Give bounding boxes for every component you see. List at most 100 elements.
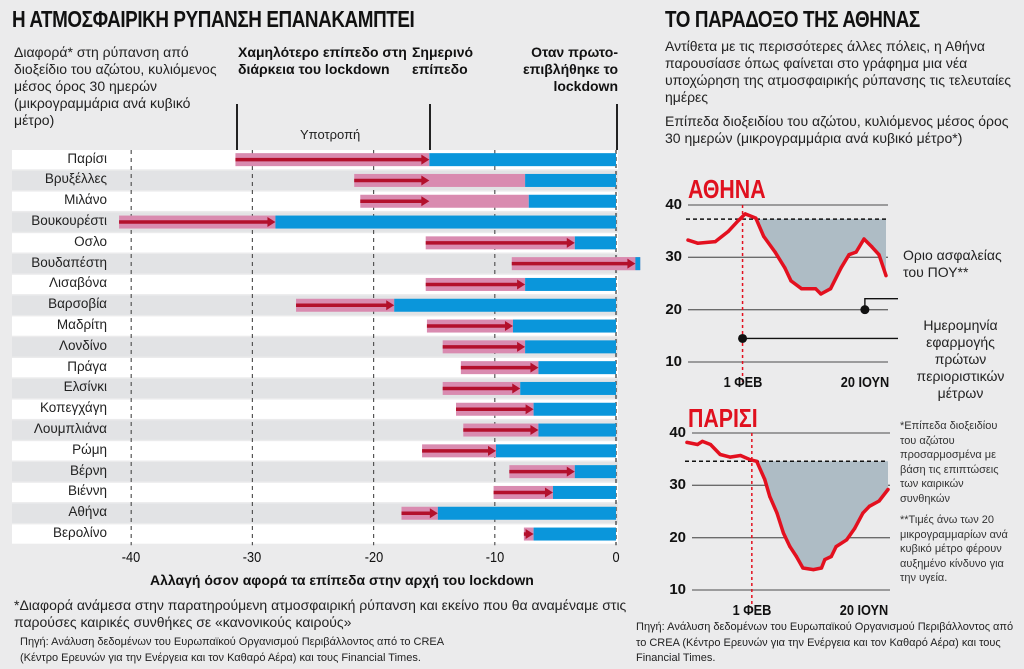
data-point <box>854 250 858 254</box>
current-level-bar <box>437 506 616 520</box>
who-limit-note: Οριο ασφαλείας του ΠΟΥ** <box>903 247 1002 280</box>
relapse-arrow-head <box>421 175 430 186</box>
data-point <box>819 292 823 296</box>
x-tick-label: -20 <box>364 549 383 566</box>
left-intro: Διαφορά* στη ρύπανση από διοξείδιο του α… <box>14 44 217 128</box>
city-label: Μαδρίτη <box>56 317 107 333</box>
current-level-bar <box>275 215 616 229</box>
relapse-arrow-head <box>530 425 539 436</box>
city-label: Βουκουρέστι <box>31 213 107 229</box>
left-source-line1: Πηγή: Ανάλυση δεδομένων του Ευρωπαϊκού Ο… <box>20 636 445 648</box>
current-level-bar <box>525 340 616 354</box>
x-tick-label: 1 ΦΕΒ <box>732 602 772 619</box>
row-background <box>12 524 618 544</box>
y-tick-label: 40 <box>669 424 686 441</box>
current-level-bar <box>538 423 616 437</box>
data-point <box>877 499 881 503</box>
relapse-arrow-head <box>504 321 513 332</box>
data-point <box>823 558 827 562</box>
data-point <box>847 253 851 257</box>
data-point <box>839 266 843 270</box>
y-tick-label: 30 <box>669 476 686 494</box>
city-label: Βαρσοβία <box>48 296 107 312</box>
right-intro: Αντίθετα με τις περισσότερες άλλες πόλει… <box>665 38 1012 105</box>
data-point <box>884 274 888 278</box>
relapse-arrow-head <box>525 529 534 540</box>
left-footnote: *Διαφορά ανάμεσα στην παρατηρούμενη ατμο… <box>14 597 627 630</box>
data-point <box>755 459 759 463</box>
lowest-marker-line <box>236 104 238 166</box>
x-tick-label: -10 <box>485 549 505 566</box>
data-point <box>853 526 857 530</box>
data-point <box>768 494 772 498</box>
relapse-arrow-head <box>421 154 430 165</box>
relapse-arrow-head <box>512 383 521 394</box>
header-lockdown-start: Οταν πρωτο-επιβλήθηκε το lockdown <box>522 44 618 94</box>
relapse-arrow-head <box>566 466 575 477</box>
data-point <box>829 554 833 559</box>
below-lockdown-level-area <box>745 219 886 294</box>
today-marker-line <box>429 104 431 166</box>
right-footnote-2: **Τιμές άνω των 20 μικρογραμμαρίων ανά κ… <box>900 514 1008 584</box>
x-axis-title: Αλλαγή όσον αφορά τα επίπεδα στην αρχή τ… <box>150 572 534 588</box>
data-point <box>728 455 732 459</box>
data-point <box>870 245 874 249</box>
row-background <box>12 482 618 503</box>
relapse-band <box>354 173 526 187</box>
data-point <box>794 554 799 559</box>
relapse-arrow-head <box>530 362 539 373</box>
city-label: Οσλο <box>74 233 107 249</box>
city-label: Λονδίνο <box>58 337 107 353</box>
current-level-bar <box>512 319 616 333</box>
city-label: Βέρνη <box>70 462 107 478</box>
relapse-arrow-head <box>429 508 438 519</box>
city-label: Λουμπλιάνα <box>33 421 107 437</box>
left-source-line2: (Κέντρο Ερευνών για την Ενέργεια και τον… <box>20 652 421 664</box>
row-background <box>12 462 618 482</box>
data-point <box>814 287 818 291</box>
current-level-bar <box>635 257 641 271</box>
start-marker-line <box>616 104 618 166</box>
who-limit-leader <box>864 297 898 310</box>
no2-series-line <box>686 212 888 296</box>
current-level-bar <box>520 381 616 395</box>
city-label: Ελσίνκι <box>63 379 107 395</box>
relapse-arrow-head <box>517 341 526 352</box>
data-point <box>783 266 787 270</box>
relapse-band <box>360 194 529 208</box>
city-label: Λισαβόνα <box>49 275 107 291</box>
header-today-level: Σημερινό επίπεδο <box>412 44 474 77</box>
data-point <box>754 216 758 220</box>
relapse-arrow-head <box>421 196 430 207</box>
current-level-bar <box>394 298 616 312</box>
data-point <box>801 566 805 570</box>
paris-chart-title: ΠΑΡΙΣΙ <box>688 403 758 433</box>
data-point <box>775 511 779 515</box>
current-level-bar <box>574 465 616 479</box>
data-point <box>886 487 890 492</box>
data-point <box>718 452 722 457</box>
current-level-bar <box>528 194 616 208</box>
data-point <box>763 477 767 482</box>
data-point <box>708 442 713 447</box>
current-level-bar <box>538 361 616 375</box>
city-label: Βιέννη <box>67 483 107 499</box>
city-label: Κοπεγχάγη <box>39 400 107 416</box>
data-point <box>861 511 865 515</box>
y-tick-label: 20 <box>669 528 686 546</box>
data-point <box>743 212 747 216</box>
x-tick-label: 1 ΦΕΒ <box>723 374 762 391</box>
relapse-arrow-head <box>267 217 276 228</box>
relapse-arrow-head <box>517 279 526 290</box>
data-point <box>834 544 838 549</box>
relapse-arrow-head <box>386 300 395 311</box>
current-level-bar <box>533 402 616 416</box>
city-label: Πράγα <box>67 358 107 374</box>
data-point <box>799 287 804 291</box>
data-point <box>781 531 786 535</box>
y-tick-label: 30 <box>665 248 682 266</box>
x-tick-label: 20 ΙΟΥΝ <box>840 374 890 391</box>
data-point <box>828 287 833 291</box>
city-label: Ρώμη <box>72 441 107 457</box>
data-point <box>700 439 704 443</box>
